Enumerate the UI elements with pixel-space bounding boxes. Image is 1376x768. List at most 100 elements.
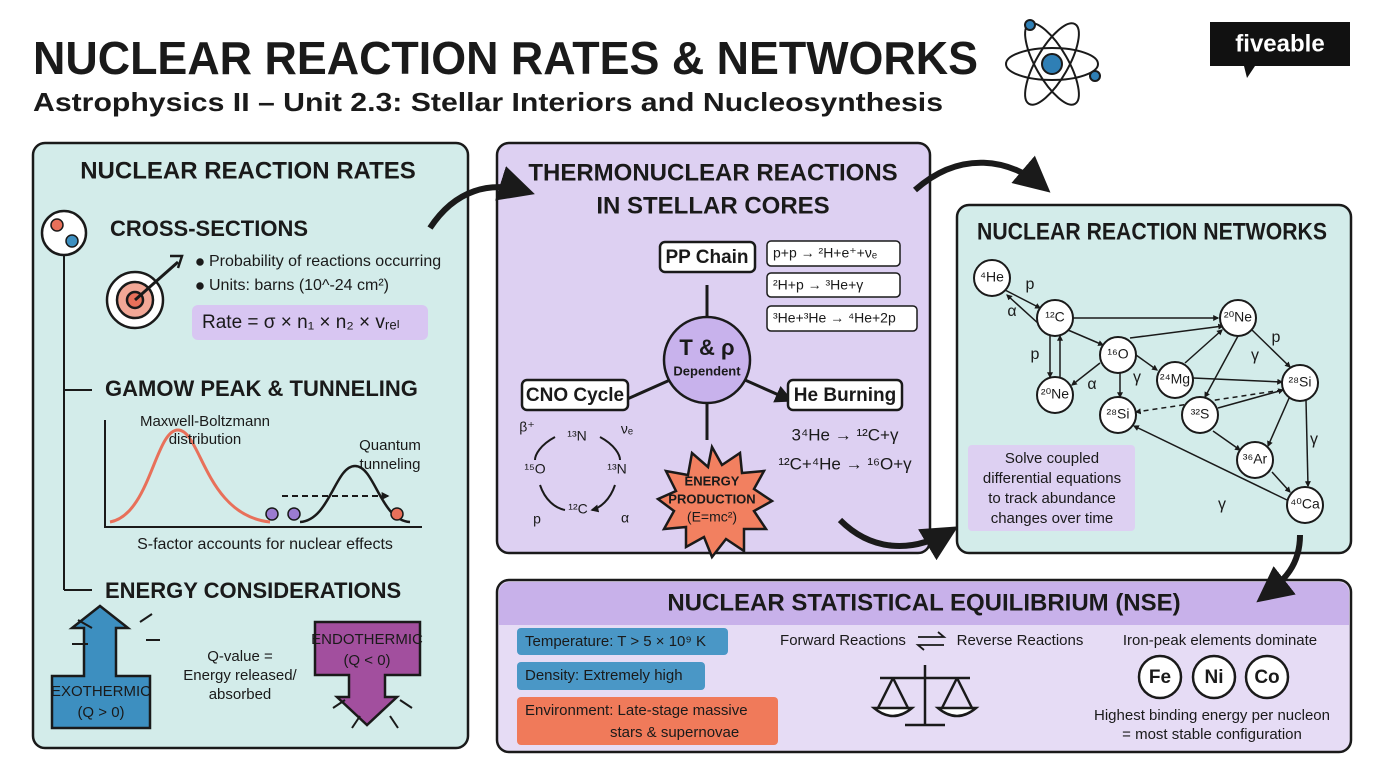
cno-box [520,378,630,412]
shape [265,507,279,521]
plot-axes [104,420,422,528]
label: GAMOW PEAK & TUNNELING [105,376,418,401]
label: Energy released/ [183,667,297,684]
label: Forward Reactions [780,632,906,649]
label: α [1087,376,1096,393]
collision-icon [40,209,88,257]
label: Probability of reactions occurring [209,253,441,270]
label: α [621,510,629,526]
layout [31,19,1353,754]
shape [390,507,404,521]
scale-icon [870,665,980,727]
label: ³²S [1191,406,1210,422]
label: tunneling [360,456,421,473]
label: NUCLEAR STATISTICAL EQUILIBRIUM (NSE) [667,589,1180,616]
network-node [1099,396,1137,434]
label: (Q > 0) [77,704,124,721]
target-icon [105,254,184,330]
equilibrium-arrows [915,631,947,651]
label: IN STELLAR CORES [596,192,829,219]
label: Units: barns (10^-24 cm²) [209,277,389,294]
label: ¹³N [567,428,586,444]
label: differential equations [983,470,1121,487]
shape [766,240,901,267]
flow-arrow [1256,534,1303,603]
label: ¹²C [1045,309,1064,325]
center-circle [662,315,752,405]
label: ¹²C [568,501,587,517]
shape [1217,388,1285,409]
label: (Q < 0) [343,652,390,669]
shape [50,218,64,232]
network-node [1036,376,1074,414]
shape [870,706,980,718]
network-node [1236,441,1274,479]
label: ¹³N [607,461,626,477]
bullet [196,258,204,266]
shape [1304,399,1311,488]
shape [65,234,79,248]
label: γ [1218,496,1226,513]
label: THERMONUCLEAR REACTIONS [528,159,897,186]
nse-header [499,582,1349,625]
label: Ni [1205,667,1224,688]
bullet [196,282,204,290]
label: ²⁸Si [1106,406,1129,422]
pp-box [658,240,757,274]
label: Astrophysics II – Unit 2.3: Stellar Inte… [33,87,943,117]
label: ²⁰Ne [1224,309,1252,325]
flow-arrow [913,155,1051,193]
energy-burst [655,443,775,560]
exothermic-arrow [50,604,152,730]
shape [1071,362,1101,386]
network-node [1281,364,1319,402]
shape [287,507,301,521]
label: fiveable [1235,30,1324,57]
center-arrows [624,285,790,440]
shape [1184,329,1223,364]
label: νₑ [621,421,633,437]
label: NUCLEAR REACTION RATES [80,157,416,184]
label: NUCLEAR REACTION NETWORKS [977,218,1327,245]
shape [876,665,974,727]
label: p [533,511,541,527]
shape [1204,335,1239,399]
label: ⁴⁰Ca [1290,496,1320,512]
label: CNO Cycle [526,385,624,406]
network-node [1219,299,1257,337]
label: NUCLEAR REACTION RATES & NETWORKS [33,32,978,84]
shape [1089,70,1101,82]
label: β⁺ [519,419,534,435]
label: stars & supernovae [610,724,739,741]
shape [1005,47,1099,81]
label: ⁴He [980,269,1004,285]
cond-box [517,628,728,655]
network-node [1181,396,1219,434]
shape [1129,323,1225,339]
shape [1041,53,1063,75]
label: Reverse Reactions [957,632,1084,649]
shape [1251,329,1291,368]
label: Environment: Late-stage massive [525,702,748,719]
shape [1067,329,1105,346]
network-nodes [973,259,1324,524]
label: Highest binding energy per nucleon [1094,707,1330,724]
network-node [1036,299,1074,337]
maxwell-curve [109,428,271,524]
label: Iron-peak elements dominate [1123,632,1317,649]
endothermic-arrow [313,620,422,727]
network-node [973,259,1011,297]
label: Dependent [673,363,741,378]
label: p+p → ²H+e⁺+νₑ [773,245,877,261]
label: ENERGY [685,473,740,488]
shape [1004,289,1042,309]
shape [1192,377,1284,385]
label: ¹⁵O [524,461,545,477]
label: ENERGY CONSIDERATIONS [105,578,401,603]
flow-arrow [837,517,959,561]
network-node [1286,486,1324,524]
label: ²⁰Ne [1041,386,1069,402]
label: p [1026,276,1035,293]
label: Quantum [359,437,421,454]
